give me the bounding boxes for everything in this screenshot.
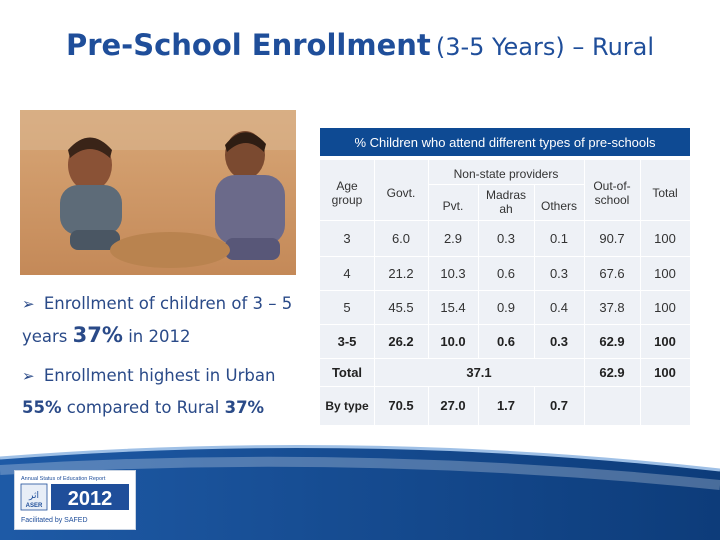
cell-madrasah: 0.9 [496, 299, 516, 315]
header-non-state: Non-state providers [453, 167, 559, 181]
cell-out-of-school: 62.9 [599, 333, 625, 349]
bullet-2-highlight-b: 37% [224, 398, 265, 417]
grid-line [320, 358, 690, 359]
grid-line [640, 160, 641, 425]
bullet-list: ➢ Enrollment of children of 3 – 5 years … [22, 288, 307, 431]
grid-line [320, 386, 690, 387]
cell-bytype-label: By type [325, 398, 369, 413]
grid-line [428, 386, 429, 425]
cell-total: 100 [654, 299, 676, 315]
grid-line [478, 184, 479, 358]
cell-others: 0.3 [549, 265, 569, 281]
cell-pvt: 10.0 [440, 333, 466, 349]
cell-total-total: 100 [654, 364, 676, 380]
cell-govt: 6.0 [391, 230, 411, 246]
cell-total: 100 [654, 265, 676, 281]
bullet-1-suffix: in 2012 [128, 327, 191, 346]
cell-govt: 26.2 [388, 333, 414, 349]
title-main: Pre-School Enrollment [65, 28, 431, 62]
cell-others: 0.1 [549, 230, 569, 246]
cell-out-of-school: 37.8 [599, 299, 625, 315]
cell-age: 4 [343, 265, 351, 281]
bullet-1-highlight: 37% [72, 323, 123, 347]
slide-title: Pre-School Enrollment (3-5 Years) – Rura… [0, 28, 720, 62]
bullet-2-middle: compared to Rural [66, 398, 220, 417]
svg-text:Annual Status of Education Rep: Annual Status of Education Report [21, 476, 106, 482]
arrow-bullet-icon: ➢ [22, 295, 35, 313]
grid-line [320, 324, 690, 325]
aser-logo: Annual Status of Education Report اثر AS… [14, 470, 136, 530]
cell-others: 0.3 [549, 333, 569, 349]
cell-madrasah: 0.6 [496, 333, 516, 349]
cell-total: 100 [654, 333, 676, 349]
cell-total-out-of-school: 62.9 [599, 364, 625, 380]
cell-others: 0.4 [549, 299, 569, 315]
enrollment-table: Age group Govt. Non-state providers Pvt.… [320, 160, 690, 425]
cell-pvt: 10.3 [440, 265, 466, 281]
grid-line [320, 256, 690, 257]
header-out-of-school: Out-of-school [593, 179, 631, 207]
footer-band [0, 440, 720, 540]
bullet-urban-rural: ➢ Enrollment highest in Urban 55% compar… [22, 360, 307, 423]
header-age-group: Age group [331, 179, 363, 207]
cell-age: 3-5 [337, 333, 357, 349]
grid-line [428, 184, 584, 185]
header-total: Total [652, 186, 678, 200]
cell-bytype-madrasah: 1.7 [496, 398, 516, 413]
grid-line [584, 160, 585, 425]
title-sub: (3-5 Years) – Rural [435, 33, 655, 61]
bullet-enrollment-3-5: ➢ Enrollment of children of 3 – 5 years … [22, 288, 307, 352]
cell-pvt: 2.9 [443, 230, 463, 246]
table-caption: % Children who attend different types of… [320, 128, 690, 156]
grid-line [534, 184, 535, 358]
grid-line [320, 220, 690, 221]
cell-govt: 45.5 [388, 299, 414, 315]
cell-out-of-school: 67.6 [599, 265, 625, 281]
grid-line [534, 386, 535, 425]
cell-madrasah: 0.3 [496, 230, 516, 246]
cell-total: 100 [654, 230, 676, 246]
svg-text:Facilitated by SAFED: Facilitated by SAFED [21, 517, 88, 524]
cell-bytype-others: 0.7 [549, 398, 569, 413]
cell-bytype-govt: 70.5 [388, 398, 414, 413]
cell-total-label: Total [331, 364, 363, 380]
cell-bytype-empty [584, 386, 640, 425]
header-others: Others [540, 199, 577, 213]
header-pvt: Pvt. [442, 199, 464, 213]
bullet-1-prefix: Enrollment of children of 3 – 5 years [22, 294, 293, 346]
cell-madrasah: 0.6 [496, 265, 516, 281]
cell-pvt: 15.4 [440, 299, 466, 315]
children-photo [20, 110, 296, 275]
svg-text:ASER: ASER [26, 503, 43, 509]
svg-text:اثر: اثر [28, 491, 39, 501]
cell-out-of-school: 90.7 [599, 230, 625, 246]
header-madrasah: Madras ah [485, 188, 526, 216]
cell-total-enrolled: 37.1 [466, 364, 492, 380]
header-govt: Govt. [386, 186, 416, 200]
cell-govt: 21.2 [388, 265, 414, 281]
svg-text:2012: 2012 [68, 488, 113, 510]
cell-age: 3 [343, 230, 351, 246]
grid-line [320, 290, 690, 291]
cell-bytype-empty [640, 386, 690, 425]
bullet-2-prefix: Enrollment highest in Urban [43, 366, 276, 385]
grid-line [428, 160, 429, 358]
cell-age: 5 [343, 299, 351, 315]
grid-line [374, 160, 375, 425]
arrow-bullet-icon: ➢ [22, 367, 35, 385]
cell-bytype-pvt: 27.0 [440, 398, 466, 413]
grid-line [478, 386, 479, 425]
bullet-2-highlight-a: 55% [22, 398, 62, 417]
